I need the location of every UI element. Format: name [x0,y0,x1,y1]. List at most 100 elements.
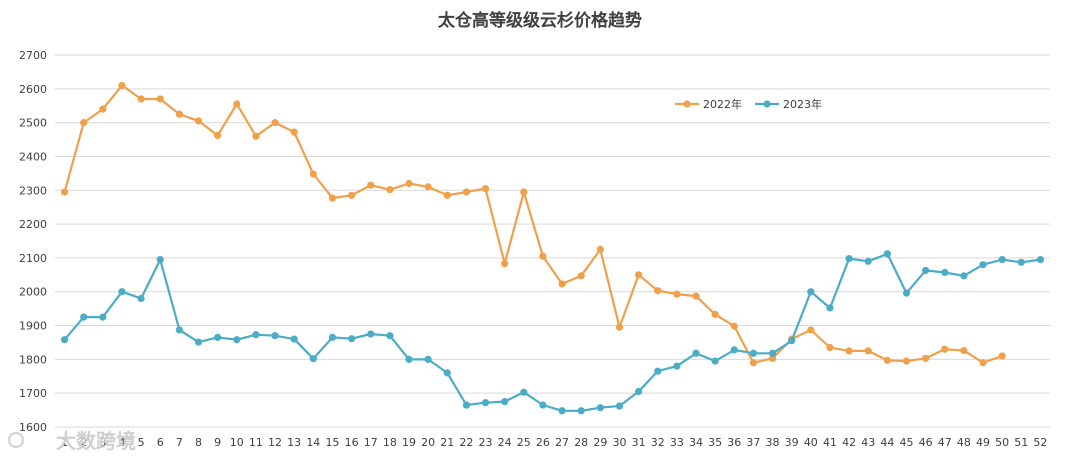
x-tick-label: 48 [957,436,971,449]
x-tick-label: 6 [157,436,164,449]
data-point [1036,256,1045,264]
data-point [290,335,298,343]
x-tick-label: 3 [99,436,106,449]
y-tick-label: 2000 [19,286,47,299]
data-point [615,402,624,410]
x-tick-label: 26 [536,436,550,449]
data-point [539,252,547,260]
x-tick-label: 23 [479,436,493,449]
data-point [386,332,394,340]
x-tick-label: 4 [118,436,125,449]
data-point [60,336,69,344]
x-tick-label: 12 [268,436,282,449]
data-point [271,119,279,127]
y-tick-label: 2100 [19,252,47,265]
data-point [118,81,126,90]
data-point [462,188,470,196]
x-tick-label: 32 [651,436,665,449]
data-point [673,290,681,298]
legend-swatch-marker [763,100,771,108]
data-point [156,95,164,103]
data-point [271,332,279,340]
legend-label: 2023年 [783,97,822,111]
data-point [941,345,949,353]
y-tick-label: 2500 [19,117,47,130]
data-point [539,401,547,409]
data-point [654,367,662,375]
data-point [194,117,203,125]
data-point [749,349,758,357]
x-tick-label: 30 [612,436,626,449]
data-point [883,250,891,258]
x-tick-label: 27 [555,436,569,449]
x-tick-label: 49 [976,436,990,449]
data-point [711,310,719,318]
series-2022年 [60,81,1006,367]
x-tick-label: 35 [708,436,722,449]
data-point [424,183,432,191]
data-point [979,359,987,367]
data-point [1017,258,1025,266]
x-tick-label: 2 [80,436,87,449]
x-tick-label: 13 [287,436,301,449]
data-point [347,191,356,199]
data-point [711,357,719,365]
data-point [481,184,490,193]
x-tick-label: 31 [632,436,646,449]
data-point [462,401,470,409]
data-point [635,271,643,279]
data-point [998,352,1006,360]
data-point [309,355,317,363]
x-tick-label: 40 [804,436,818,449]
data-point [80,313,88,321]
x-tick-label: 36 [727,436,741,449]
data-point [367,181,375,189]
data-point [730,346,738,354]
data-point [615,323,624,331]
x-tick-label: 15 [325,436,339,449]
y-tick-label: 2300 [19,184,47,197]
data-point [826,304,834,312]
x-tick-label: 37 [746,436,760,449]
data-point [214,131,222,140]
x-tick-label: 46 [919,436,933,449]
x-tick-label: 47 [938,436,952,449]
data-point [960,272,968,280]
data-point [635,387,643,396]
data-point [845,254,853,263]
x-tick-label: 51 [1014,436,1028,449]
data-point [80,119,88,127]
data-point [692,292,700,300]
data-point [233,336,241,344]
data-point [864,257,872,265]
x-tick-label: 19 [402,436,416,449]
x-tick-label: 17 [364,436,378,449]
data-point [214,333,222,341]
x-tick-label: 52 [1033,436,1047,449]
series-line [63,252,1041,412]
x-tick-label: 5 [138,436,145,449]
gridlines [55,54,1050,428]
x-tick-label: 28 [574,436,588,449]
x-axis-ticks: 1 2 3 4 5 6 7 8 9 10 11 12 13 14 15 16 17 18 19 20 21 22 23 24 2… [61,436,1047,449]
data-point [979,261,987,269]
chart-title: 太仓高等级级云杉价格趋势 [438,10,642,31]
legend-label: 2022年 [703,97,742,111]
data-point [501,260,509,268]
x-tick-label: 24 [498,436,512,449]
watermark-text: 大数跨境 [56,429,136,453]
data-point [768,354,777,362]
data-point [99,313,107,321]
data-point [501,398,509,406]
data-point [443,191,451,199]
data-point [864,347,872,355]
x-tick-label: 50 [995,436,1009,449]
data-point [673,362,681,370]
x-tick-label: 20 [421,436,435,449]
data-point [558,280,566,288]
data-point [252,132,260,140]
y-tick-label: 1800 [19,353,47,366]
data-point [443,369,451,377]
data-point [175,326,183,334]
